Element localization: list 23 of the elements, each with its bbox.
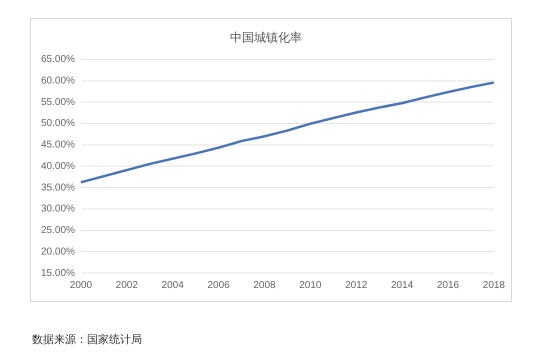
y-tick-label: 50.00%: [40, 118, 76, 130]
x-tick-label: 2006: [207, 280, 230, 291]
y-tick-label: 20.00%: [40, 246, 76, 258]
source-note: 数据来源：国家统计局: [32, 332, 142, 347]
x-tick-label: 2010: [299, 280, 322, 291]
x-tick-label: 2014: [390, 280, 414, 291]
x-tick-label: 2018: [482, 280, 506, 291]
y-tick-label: 60.00%: [40, 76, 76, 87]
y-tick-label: 65.00%: [40, 54, 76, 66]
y-tick-label: 55.00%: [40, 96, 76, 108]
x-tick-label: 2008: [253, 280, 276, 291]
y-tick-label: 45.00%: [40, 140, 76, 151]
y-tick-label: 15.00%: [40, 268, 76, 279]
y-tick-label: 30.00%: [40, 204, 76, 215]
y-tick-label: 40.00%: [40, 160, 76, 172]
x-tick-label: 2002: [116, 280, 138, 291]
x-tick-label: 2016: [436, 280, 460, 291]
x-tick-label: 2000: [70, 280, 92, 291]
x-tick-label: 2004: [162, 280, 184, 291]
chart-title: 中国城镇化率: [230, 30, 302, 44]
x-tick-label: 2012: [345, 280, 368, 291]
y-tick-label: 35.00%: [40, 182, 76, 194]
y-tick-label: 25.00%: [40, 225, 76, 236]
